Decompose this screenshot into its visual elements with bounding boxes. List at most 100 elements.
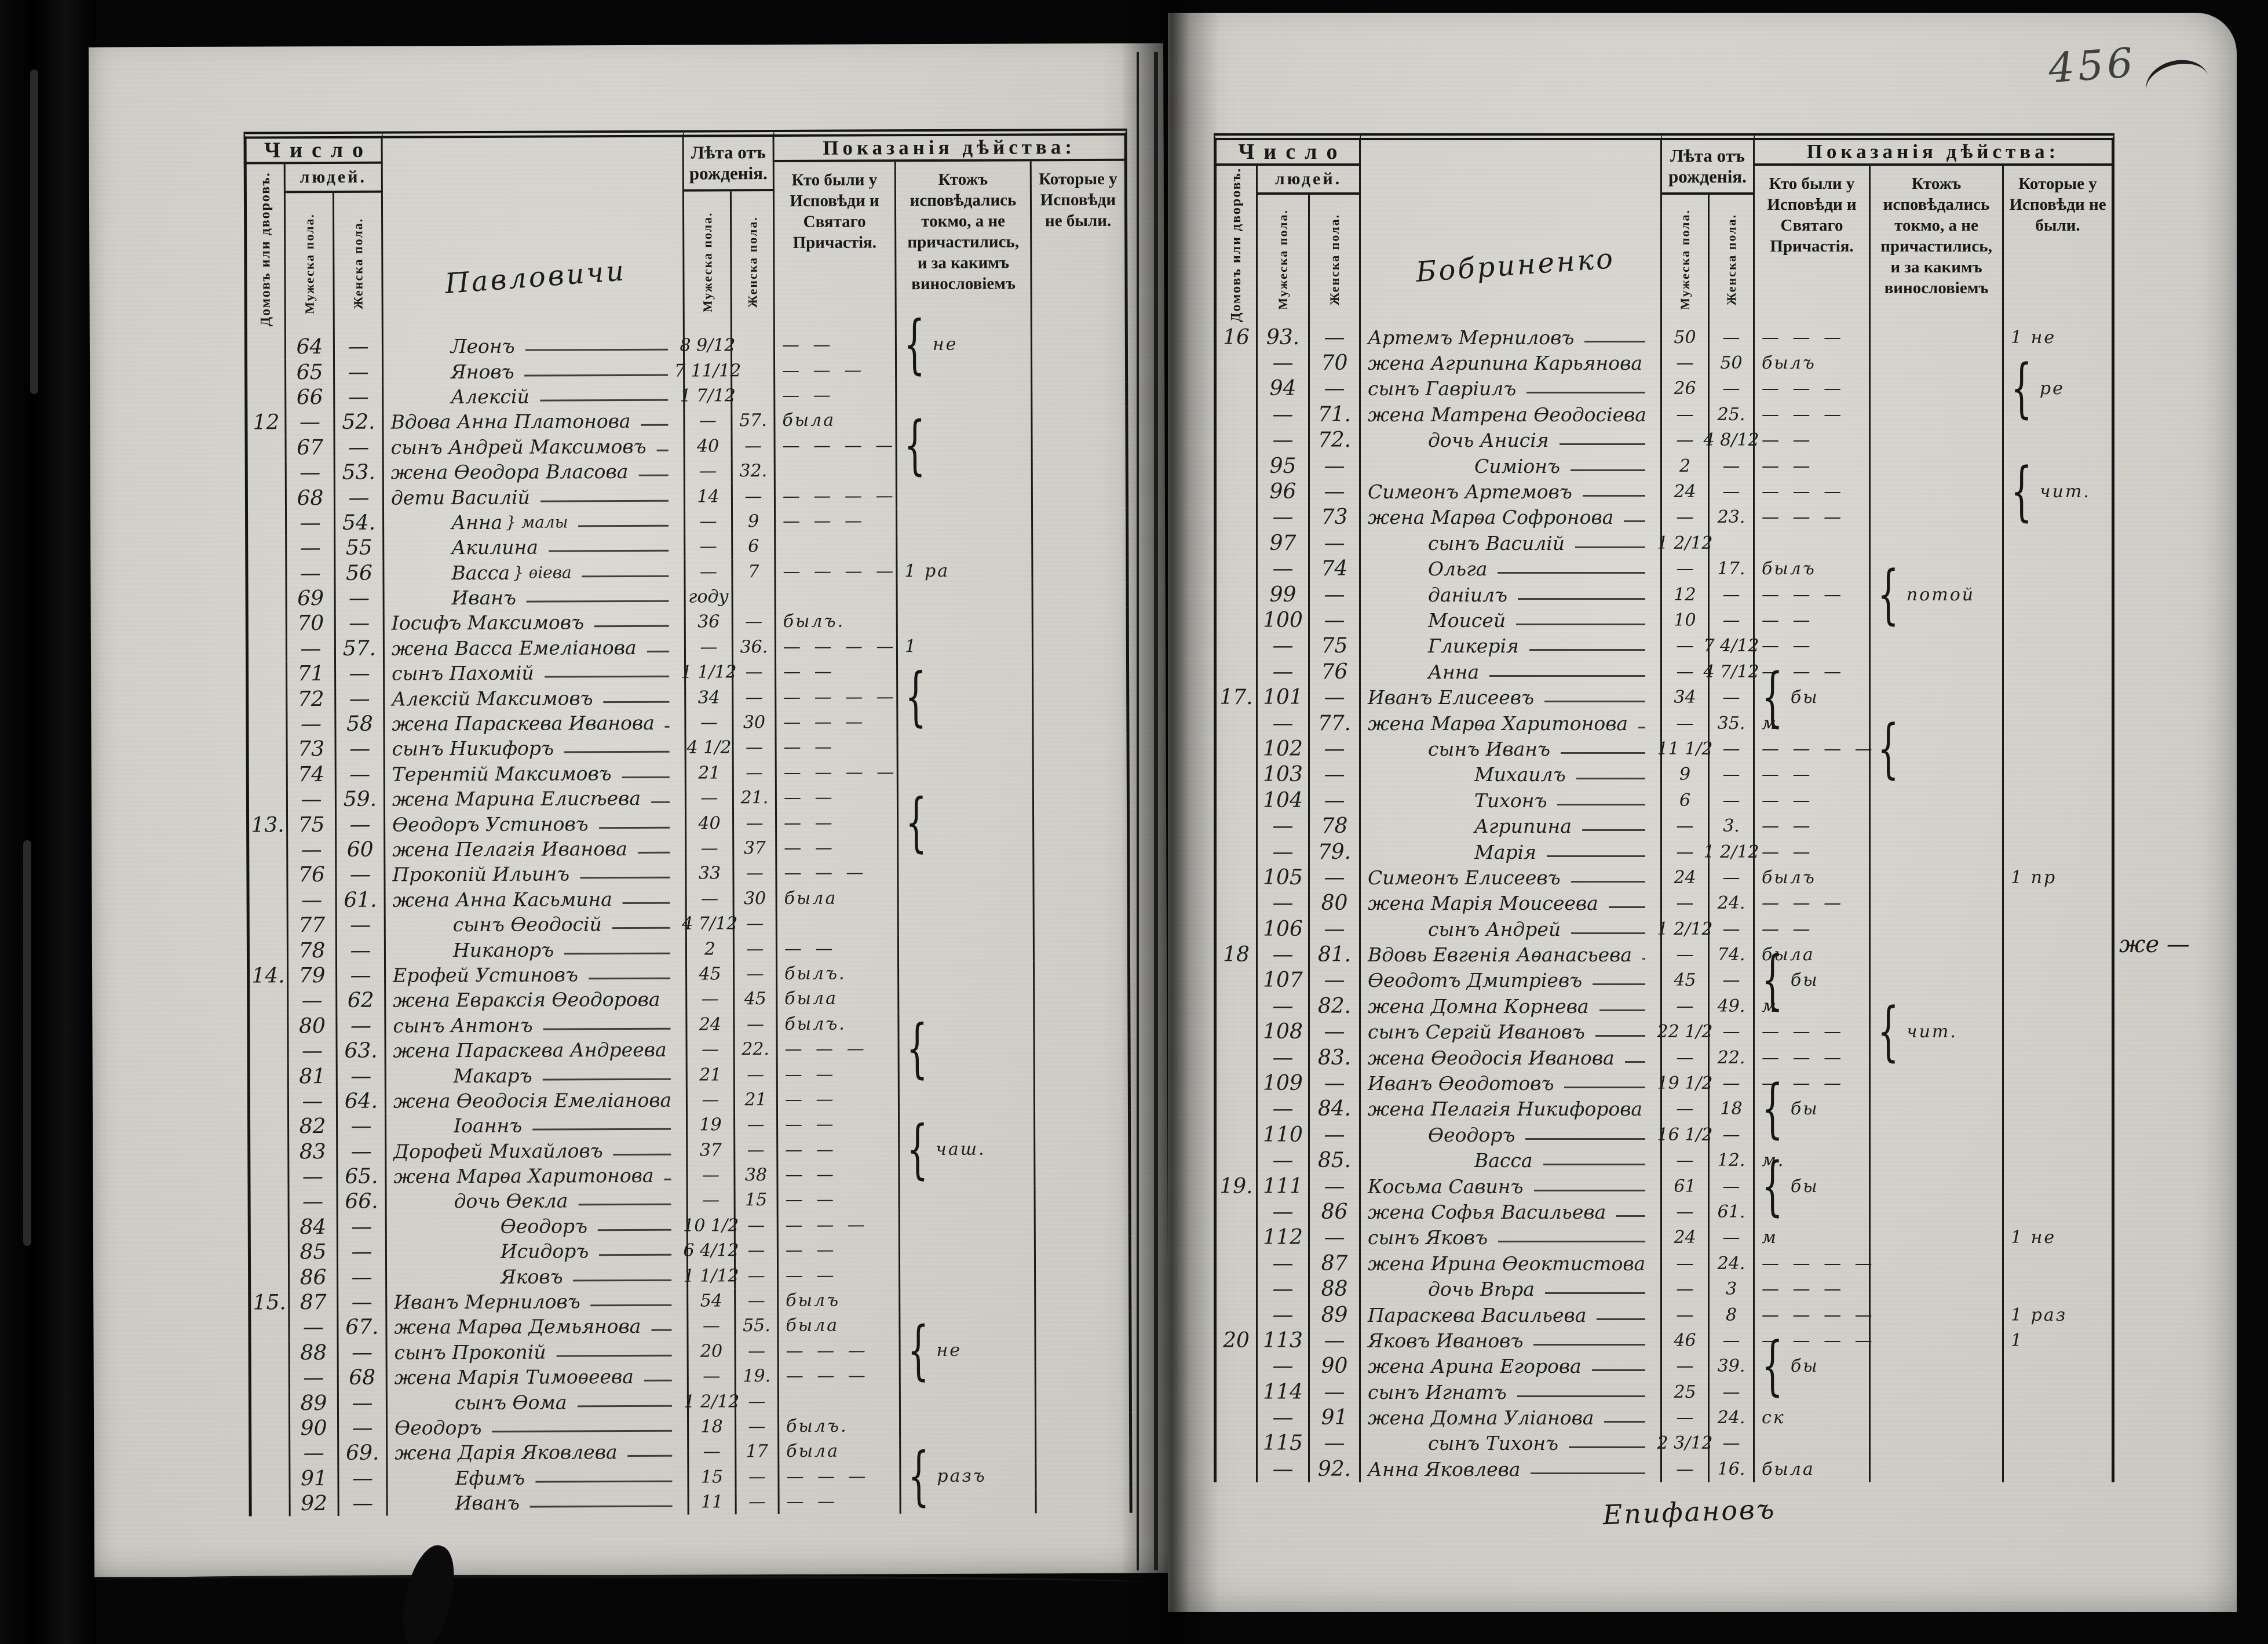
reason-note — [1871, 607, 2004, 633]
male-no: — — [1258, 1044, 1310, 1071]
age-male: — — [685, 534, 733, 560]
name-text: Иванъ — [451, 586, 517, 610]
age-female: — — [1710, 1122, 1755, 1148]
reason-note — [1871, 1328, 2004, 1354]
household-no — [1214, 1251, 1258, 1277]
brace-mark: { — [1878, 994, 1901, 1069]
male-no: 101 — [1258, 684, 1310, 710]
header-leta: Лѣта отъ рожденія. — [684, 130, 775, 192]
male-no: — — [287, 636, 337, 662]
household-no — [1214, 761, 1258, 788]
household-no — [248, 1340, 290, 1366]
household-no — [1214, 890, 1258, 916]
female-no: — — [338, 1113, 387, 1139]
dash-stroke — [599, 1253, 671, 1256]
age-female: — — [733, 609, 776, 635]
person-name: жена Евраксія Ѳеодорова — [386, 986, 688, 1014]
age-male: — — [687, 986, 735, 1012]
confession-note: — — — — [775, 357, 897, 383]
female-no: 80 — [1310, 890, 1361, 916]
spine-streak — [23, 840, 31, 1246]
female-no: — — [335, 484, 385, 511]
annotation-text: бы — [1790, 1356, 1819, 1377]
confession-note: — — — — [1755, 1070, 1871, 1096]
confession-note: былъ. — [776, 608, 898, 635]
male-no: — — [1258, 1251, 1310, 1277]
household-no: 16 — [1214, 325, 1258, 351]
dash-stroke — [564, 751, 670, 753]
name-text: Ѳеодоръ — [500, 1215, 588, 1238]
age-male: 24 — [1662, 479, 1710, 505]
age-male: — — [1662, 1147, 1710, 1173]
male-no: — — [1258, 942, 1310, 968]
age-female: 4 8/12 — [1704, 427, 1759, 453]
reason-note — [1871, 1044, 2004, 1071]
reason-note: 1 — [897, 633, 1034, 659]
male-no: — — [287, 510, 336, 536]
absence-note — [2004, 1405, 2114, 1431]
header-age-female: Женска пола. — [1723, 214, 1739, 305]
age-male: 20 — [688, 1338, 736, 1364]
absence-note — [1033, 507, 1129, 533]
confession-note: была — [779, 1313, 901, 1339]
female-no: — — [338, 1214, 387, 1240]
male-no: 69 — [287, 585, 336, 611]
gutter-crease — [1137, 52, 1139, 1570]
header-lyudey: людей. — [1258, 166, 1361, 195]
confession-note — [776, 533, 898, 559]
person-name: Иванъ — [384, 584, 686, 611]
male-no: 79 — [288, 963, 338, 989]
female-no: — — [1310, 376, 1361, 402]
age-female: 50 — [1710, 350, 1755, 376]
reason-note — [1871, 1173, 2004, 1200]
household-no — [1214, 607, 1258, 633]
age-male: 45 — [687, 961, 735, 987]
person-name: Ѳеодоръ — [388, 1414, 689, 1441]
age-male: 16 1/2 — [1657, 1122, 1713, 1148]
confession-note: — — — — [1755, 581, 1871, 608]
dash-stroke — [622, 776, 670, 778]
male-no: 100 — [1258, 607, 1310, 633]
absence-note — [1034, 884, 1130, 910]
person-name: Васса} ѳіева — [384, 559, 686, 586]
age-female: 16. — [1710, 1456, 1755, 1482]
age-female: — — [735, 1238, 779, 1263]
name-text: Иванъ — [455, 1491, 520, 1515]
male-no: — — [289, 1189, 338, 1215]
female-no: — — [1310, 1019, 1361, 1045]
dash-stroke — [578, 1204, 671, 1206]
name-text: Анна Яковлева — [1368, 1457, 1521, 1481]
person-name: жена Агрипина Карьянова — [1361, 350, 1662, 376]
name-text: сынъ Ѳома — [454, 1391, 567, 1414]
person-name: Михаилъ — [1361, 761, 1662, 788]
age-male: — — [686, 785, 735, 811]
brace-mark: { — [905, 658, 929, 734]
age-female: — — [1710, 1173, 1755, 1200]
confession-note: — — — — [779, 1363, 901, 1389]
household-no — [247, 1214, 290, 1240]
person-name: Исидоръ — [386, 1238, 689, 1265]
female-no: 64. — [337, 1088, 387, 1114]
name-text: жена Ѳеодосія Емеліанова — [393, 1088, 672, 1113]
header-name-column — [1361, 133, 1662, 325]
absence-note — [1036, 1311, 1132, 1337]
household-no — [247, 1088, 290, 1114]
male-no: 86 — [290, 1264, 339, 1291]
name-text: Симеонъ Артемовъ — [1368, 480, 1572, 504]
person-name: сынъ Сергій Ивановъ — [1361, 1019, 1662, 1045]
confession-note: — — — — [1755, 1276, 1871, 1302]
name-text: дочь Ѳекла — [454, 1189, 568, 1213]
household-no: 15. — [248, 1290, 290, 1315]
dash-stroke — [1591, 1369, 1645, 1372]
age-female: — — [736, 1338, 779, 1364]
female-no: 54. — [335, 510, 385, 536]
age-male: — — [686, 885, 735, 912]
female-no: 75 — [1310, 633, 1361, 659]
reason-note — [1871, 504, 2004, 531]
name-text: Ольга — [1428, 557, 1488, 581]
age-female: 1 2/12 — [1704, 839, 1759, 865]
name-text: Ѳеодоръ — [395, 1416, 482, 1439]
confession-note: — — — [1755, 761, 1871, 788]
male-no: — — [1258, 350, 1310, 376]
age-male: 19 1/2 — [1657, 1070, 1713, 1096]
